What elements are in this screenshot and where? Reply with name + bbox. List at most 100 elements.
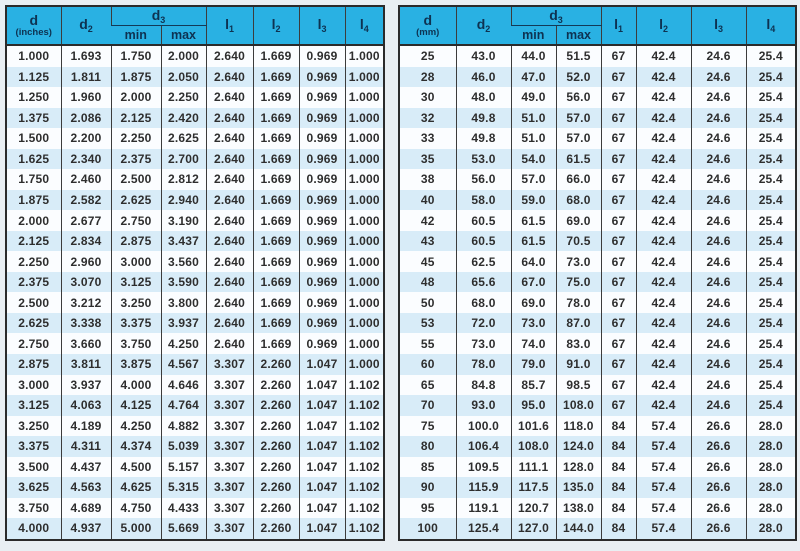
table-cell: 0.969: [298, 128, 346, 149]
table-cell: 28.0: [745, 415, 797, 437]
table-cell: 24.6: [690, 189, 747, 211]
table-cell: 67: [600, 189, 637, 211]
table-cell: 26.6: [690, 518, 747, 540]
table-body: 1.000 1.693 1.750 2.000 2.640 1.669 0.969 1.000…: [6, 45, 385, 540]
table-cell: 0.969: [298, 87, 346, 108]
table-cell: 1.000: [344, 45, 385, 67]
table-cell: 128.0: [555, 456, 602, 478]
table-cell: 125.4: [455, 518, 511, 540]
table-cell: 25: [399, 45, 456, 67]
table-cell: 3.125: [6, 395, 61, 416]
table-cell: 28: [399, 66, 456, 88]
table-cell: 26.6: [690, 477, 747, 498]
table-cell: 84: [600, 436, 637, 457]
table-cell: 1.693: [60, 45, 111, 67]
table-cell: 2.625: [110, 189, 161, 211]
table-cell: 1.750: [110, 45, 161, 67]
table-cell: 0.969: [298, 107, 346, 129]
table-cell: 49.0: [510, 87, 556, 108]
table-cell: 95: [399, 497, 456, 519]
table-cell: 106.4: [455, 436, 511, 457]
table-row: 60 78.0 79.0 91.0 67 42.4 24.6 25.4: [399, 353, 797, 375]
table-cell: 84: [600, 477, 637, 498]
table-cell: 1.047: [298, 374, 346, 396]
table-cell: 74.0: [510, 333, 556, 354]
table-cell: 24.6: [690, 312, 747, 334]
table-cell: 67: [600, 107, 637, 129]
table-cell: 70: [399, 395, 456, 416]
table-cell: 3.000: [6, 374, 61, 396]
table-cell: 5.039: [160, 436, 207, 457]
table-cell: 2.250: [160, 87, 207, 108]
table-cell: 0.969: [298, 45, 346, 67]
table-cell: 35: [399, 148, 456, 170]
table-cell: 3.250: [6, 415, 61, 437]
table-cell: 2.625: [6, 312, 61, 334]
table-cell: 2.677: [60, 210, 111, 231]
table-cell: 0.969: [298, 333, 346, 354]
table-cell: 3.750: [110, 333, 161, 354]
table-cell: 3.590: [160, 271, 207, 293]
table-cell: 2.640: [205, 333, 254, 354]
table-cell: 1.669: [252, 148, 300, 170]
table-cell: 28.0: [745, 477, 797, 498]
table-cell: 68.0: [555, 189, 602, 211]
table-cell: 1.669: [252, 128, 300, 149]
table-row: 1.375 2.086 2.125 2.420 2.640 1.669 0.969 1.000: [6, 107, 385, 129]
table-row: 3.500 4.437 4.500 5.157 3.307 2.260 1.047 1.102: [6, 456, 385, 478]
table-cell: 119.1: [455, 497, 511, 519]
table-cell: 62.5: [455, 251, 511, 272]
table-row: 55 73.0 74.0 83.0 67 42.4 24.6 25.4: [399, 333, 797, 354]
table-cell: 67: [600, 374, 637, 396]
table-cell: 25.4: [745, 87, 797, 108]
table-cell: 26.6: [690, 456, 747, 478]
table-cell: 1.000: [344, 128, 385, 149]
table-cell: 67: [600, 292, 637, 313]
table-cell: 5.315: [160, 477, 207, 498]
table-cell: 5.157: [160, 456, 207, 478]
table-cell: 24.6: [690, 66, 747, 88]
table-cell: 4.764: [160, 395, 207, 416]
table-cell: 24.6: [690, 374, 747, 396]
table-header: d (inches) d2 d3 l1 l2 l3 l4 min max: [6, 6, 385, 45]
col-header-l3: l3: [298, 6, 346, 45]
col-header-l1: l1: [205, 6, 254, 45]
table-cell: 47.0: [510, 66, 556, 88]
table-header: d (mm) d2 d3 l1 l2 l3 l4 min max: [399, 6, 797, 45]
col-header-l4: l4: [344, 6, 385, 45]
table-cell: 3.437: [160, 230, 207, 252]
table-cell: 67: [600, 395, 637, 416]
col-header-l4: l4: [745, 6, 797, 45]
table-cell: 78.0: [455, 353, 511, 375]
table-cell: 24.6: [690, 353, 747, 375]
table-cell: 24.6: [690, 395, 747, 416]
table-cell: 24.6: [690, 87, 747, 108]
table-cell: 57.4: [635, 477, 692, 498]
table-cell: 0.969: [298, 189, 346, 211]
table-cell: 2.260: [252, 497, 300, 519]
table-cell: 25.4: [745, 271, 797, 293]
table-cell: 67: [600, 210, 637, 231]
table-cell: 2.260: [252, 477, 300, 498]
table-cell: 2.375: [110, 148, 161, 170]
table-cell: 4.000: [110, 374, 161, 396]
table-cell: 1.000: [344, 87, 385, 108]
table-cell: 30: [399, 87, 456, 108]
table-cell: 127.0: [510, 518, 556, 540]
table-cell: 69.0: [510, 292, 556, 313]
table-cell: 84: [600, 456, 637, 478]
table-row: 70 93.0 95.0 108.0 67 42.4 24.6 25.4: [399, 395, 797, 416]
table-row: 2.375 3.070 3.125 3.590 2.640 1.669 0.969 1.000: [6, 271, 385, 293]
table-row: 1.250 1.960 2.000 2.250 2.640 1.669 0.969 1.000: [6, 87, 385, 108]
table-cell: 1.669: [252, 210, 300, 231]
table-cell: 144.0: [555, 518, 602, 540]
table-row: 2.750 3.660 3.750 4.250 2.640 1.669 0.969 1.000: [6, 333, 385, 354]
table-cell: 3.625: [6, 477, 61, 498]
table-cell: 3.190: [160, 210, 207, 231]
table-cell: 83.0: [555, 333, 602, 354]
table-cell: 4.646: [160, 374, 207, 396]
table-cell: 4.000: [6, 518, 61, 540]
table-cell: 42.4: [635, 230, 692, 252]
table-cell: 1.102: [344, 415, 385, 437]
table-cell: 24.6: [690, 107, 747, 129]
